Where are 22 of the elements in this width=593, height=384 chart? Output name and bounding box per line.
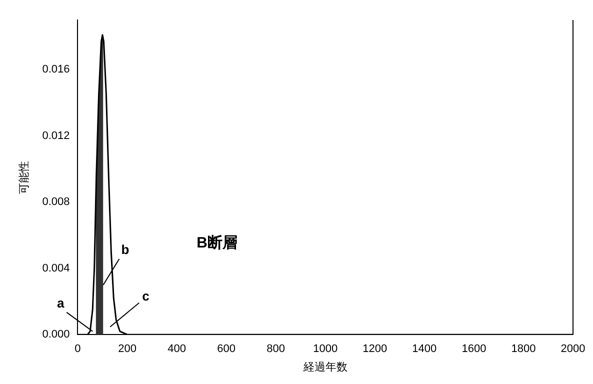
x-tick-label: 0 [74,343,81,356]
y-tick-label: 0.004 [42,262,70,274]
y-tick-label: 0.016 [42,64,70,76]
y-tick-label: 0.008 [42,196,70,208]
x-tick-label: 1600 [462,343,486,356]
annotation: b [121,242,130,258]
x-tick-label: 600 [217,343,236,356]
x-tick-label: 1400 [412,343,437,356]
annotation: a [56,295,65,310]
y-tick-label: 0.000 [42,328,70,341]
x-tick-label: 1800 [511,343,536,356]
x-tick-label: 200 [118,343,136,356]
annotation: c [142,288,150,304]
y-tick-label: 0.012 [42,130,70,142]
x-tick-label: 800 [266,343,286,356]
x-axis-title: 経過年数 [302,361,348,374]
x-tick-label: 1200 [362,343,388,356]
x-tick-label: 1000 [313,343,338,356]
x-tick-label: 400 [168,343,186,356]
annotation: B断層 [196,234,238,252]
x-tick-label: 2000 [560,343,586,356]
y-axis-title: 可能性 [18,160,31,194]
